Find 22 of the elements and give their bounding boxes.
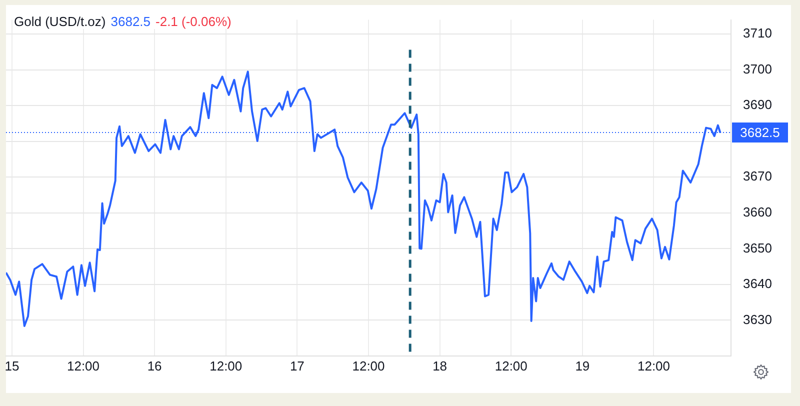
ref-line-label: 3682.5	[740, 125, 780, 140]
annotation: -2.1 (-0.06%)	[156, 14, 232, 29]
annotation: 3682.5	[110, 14, 151, 29]
y-tick-label: 3670	[743, 168, 772, 184]
x-tick-label: 12:00	[494, 358, 528, 374]
y-tick-label: 3630	[743, 312, 772, 327]
chart-title: Gold (USD/t.oz)	[14, 14, 106, 29]
x-tick-label: 19	[575, 358, 590, 374]
x-tick-label: 15	[4, 358, 20, 374]
y-tick-label: 3650	[743, 240, 772, 256]
y-tick-label: 3690	[743, 97, 772, 112]
y-tick-label: 3660	[743, 204, 772, 220]
y-tick-label: 3640	[743, 276, 772, 292]
y-tick-label: 3710	[743, 26, 772, 41]
x-tick-label: 12:00	[352, 358, 385, 374]
y-tick-label: 3700	[743, 61, 772, 76]
x-tick-label: 17	[290, 358, 304, 374]
x-tick-label: 12:00	[637, 358, 670, 374]
x-tick-label: 12:00	[66, 358, 100, 374]
x-tick-label: 12:00	[210, 358, 242, 374]
x-tick-label: 18	[432, 358, 448, 374]
x-tick-label: 16	[147, 358, 162, 374]
